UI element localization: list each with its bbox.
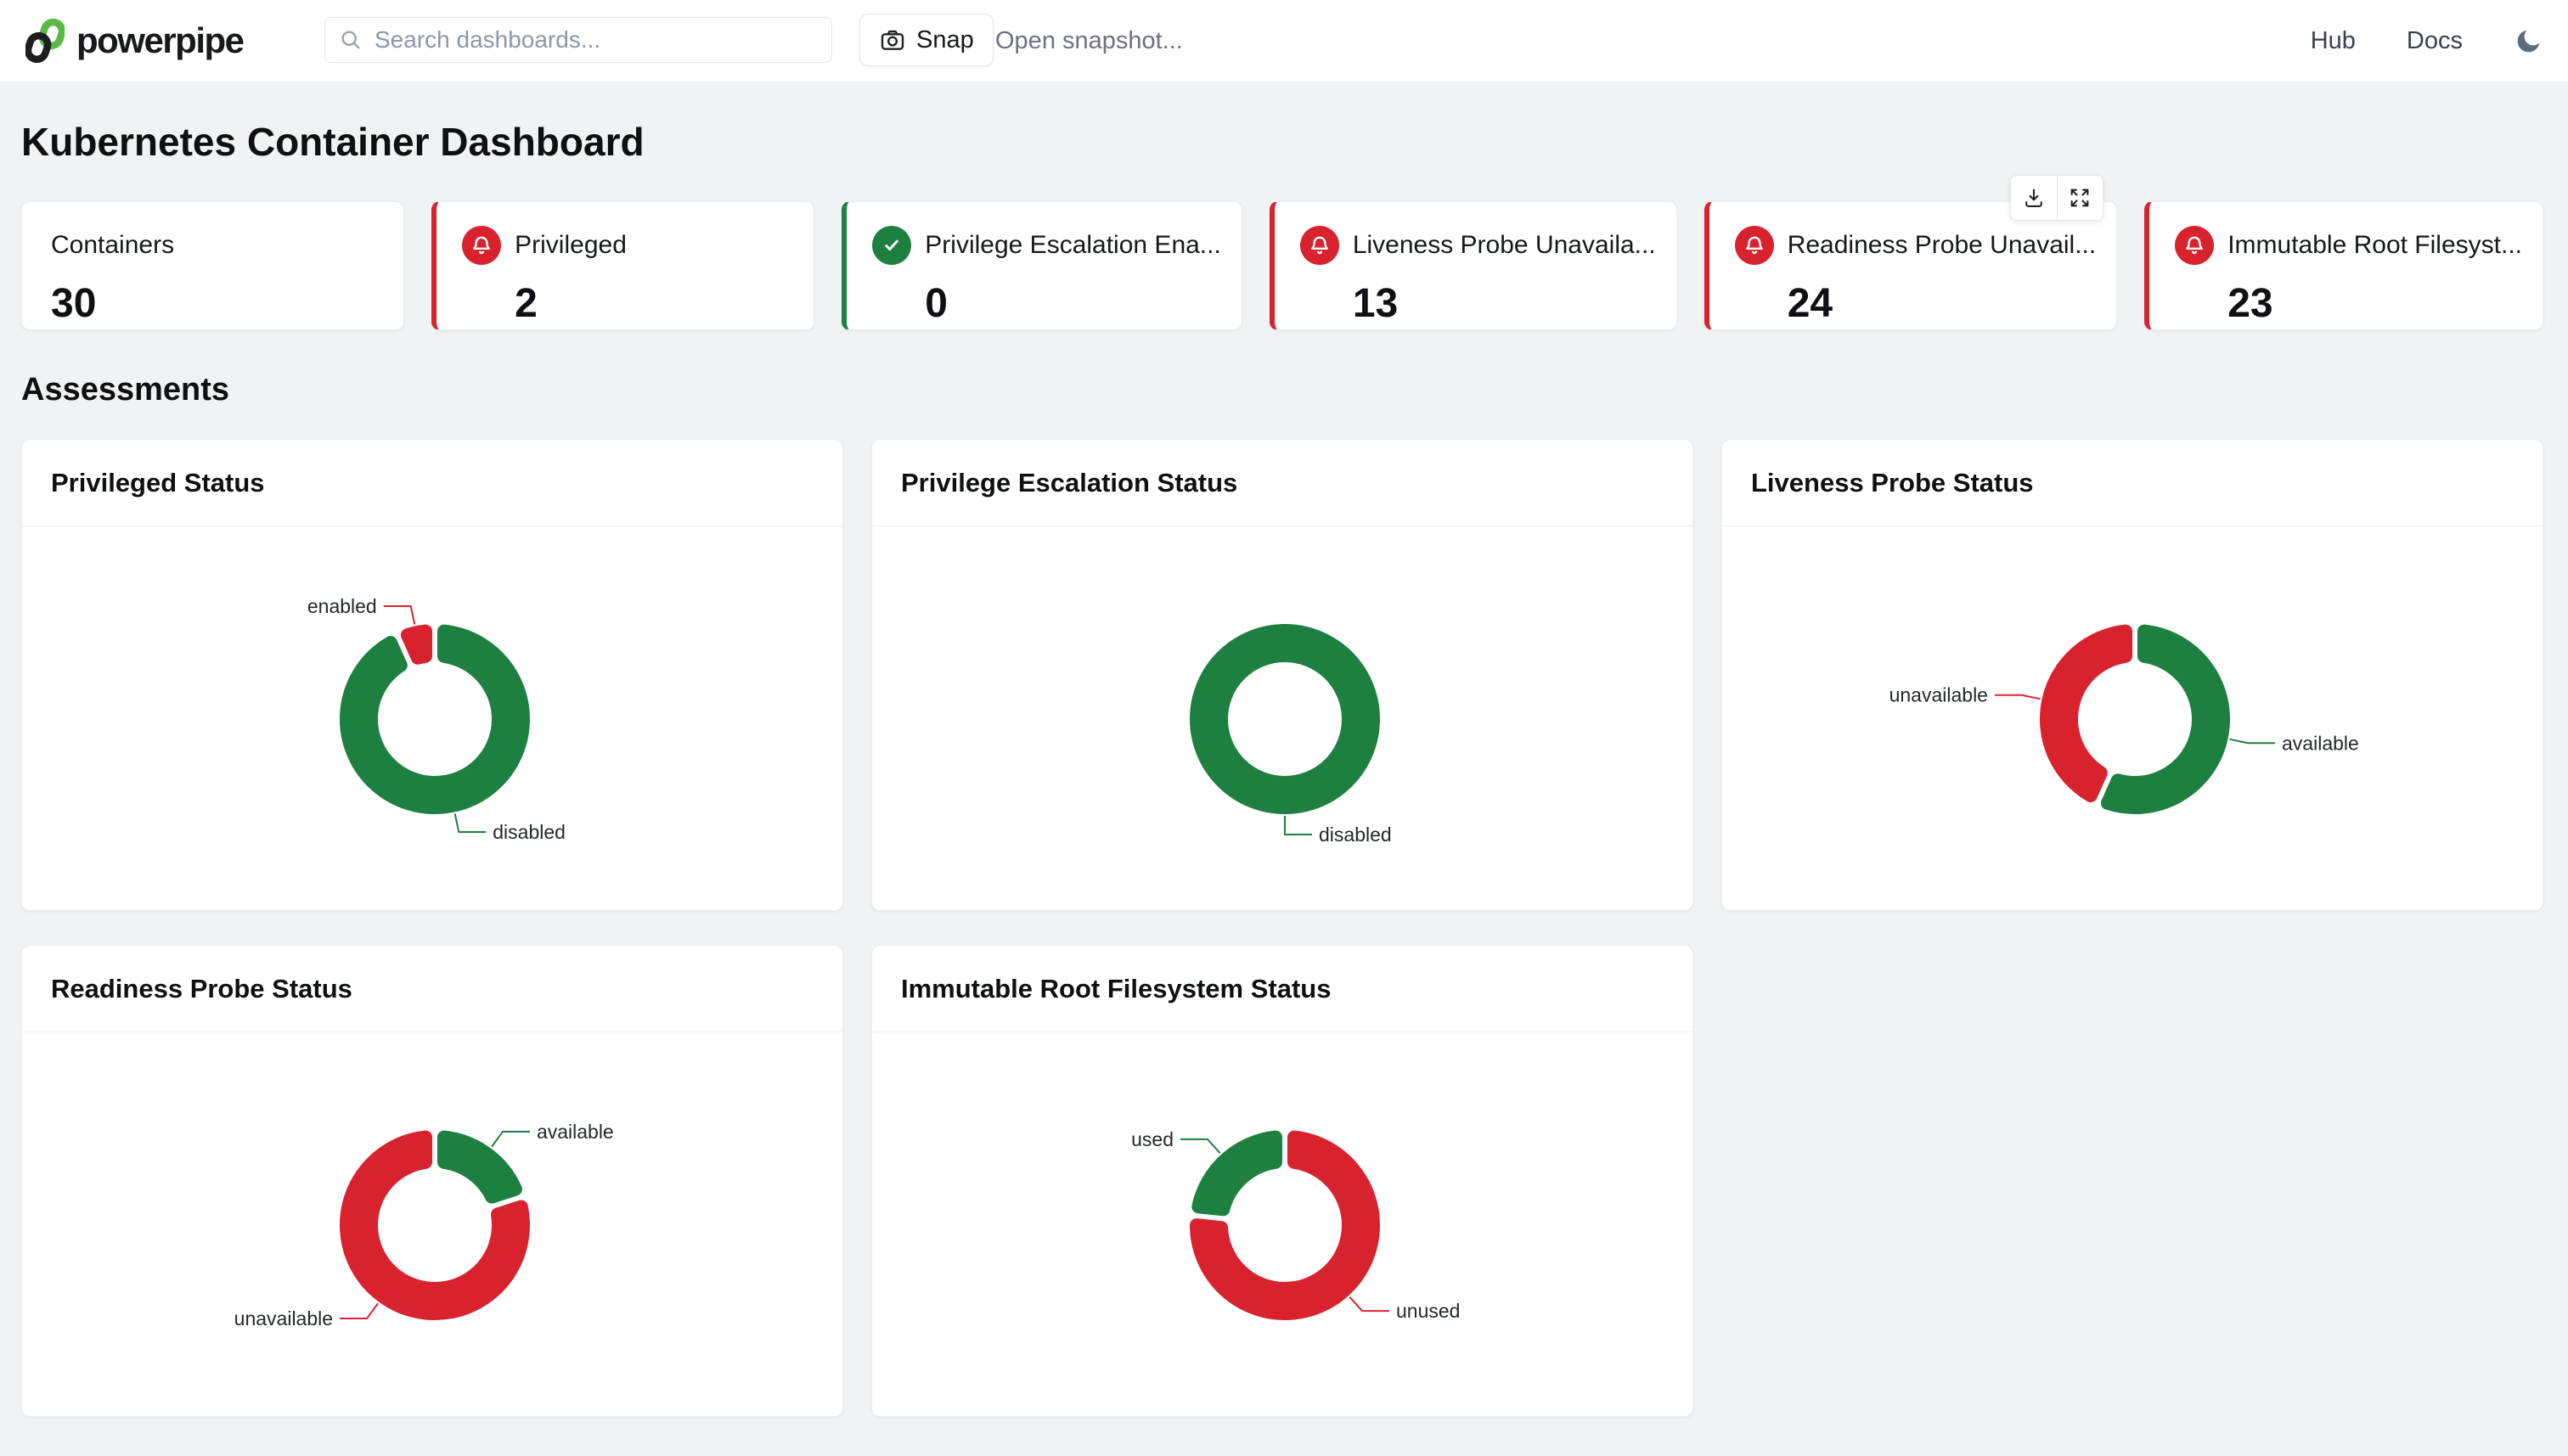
panel-action-toolbar <box>2010 175 2103 221</box>
donut-slice-label: used <box>1131 1128 1174 1150</box>
donut-chart-readiness-probe-status[interactable]: available unavailable <box>22 1032 843 1417</box>
metric-card-containers[interactable]: Containers 30 <box>21 201 405 330</box>
open-snapshot-button[interactable]: Open snapshot... <box>995 26 1183 54</box>
snap-button[interactable]: Snap <box>859 14 994 66</box>
donut-chart-liveness-probe-status[interactable]: available unavailable <box>1722 526 2543 911</box>
download-button[interactable] <box>2011 176 2057 220</box>
chart-card-privilege-escalation-status: Privilege Escalation Status disabled <box>871 439 1693 911</box>
metric-value: 0 <box>925 281 948 326</box>
chart-title: Privileged Status <box>51 467 265 498</box>
chart-title: Liveness Probe Status <box>1751 467 2034 498</box>
nav-link-docs[interactable]: Docs <box>2406 26 2463 54</box>
donut-slice-label: unavailable <box>234 1307 333 1330</box>
metric-value: 23 <box>2227 281 2273 326</box>
assessments-grid: Privileged Status disabled enabled Privil… <box>21 439 2543 1417</box>
metric-value: 2 <box>515 281 538 326</box>
alert-bell-icon <box>1734 226 1774 265</box>
expand-icon <box>2070 188 2089 207</box>
alert-bell-icon <box>462 226 502 265</box>
page-title: Kubernetes Container Dashboard <box>21 120 645 164</box>
camera-icon <box>881 30 904 50</box>
donut-slice-label: disabled <box>1319 824 1392 846</box>
top-navigation-bar: powerpipe Snap Open snapshot... Hub Docs <box>0 0 2568 82</box>
metric-card-readiness-probe[interactable]: Readiness Probe Unavail... 24 <box>1704 201 2118 330</box>
donut-slice-label: unused <box>1396 1300 1460 1322</box>
metric-label: Containers <box>51 231 175 259</box>
powerpipe-logo-icon <box>25 19 65 63</box>
chart-card-immutable-root-filesystem-status: Immutable Root Filesystem Status unused u… <box>871 945 1693 1417</box>
donut-chart-privilege-escalation-status[interactable]: disabled <box>872 526 1693 911</box>
snap-button-label: Snap <box>916 25 974 53</box>
metric-label: Immutable Root Filesyst... <box>2227 231 2522 259</box>
chart-card-privileged-status: Privileged Status disabled enabled <box>21 439 843 911</box>
chart-card-liveness-probe-status: Liveness Probe Status available unavailab… <box>1721 439 2543 911</box>
metric-value: 30 <box>51 281 97 326</box>
metric-label: Privileged <box>515 231 627 259</box>
dark-mode-toggle-moon-icon[interactable] <box>2514 25 2544 56</box>
section-title-assessments: Assessments <box>21 372 230 408</box>
donut-slice-label: available <box>537 1121 614 1143</box>
alert-bell-icon <box>2175 226 2215 265</box>
chart-title: Readiness Probe Status <box>51 973 352 1003</box>
ok-check-icon <box>872 226 912 265</box>
download-icon <box>2025 188 2042 207</box>
metric-card-liveness-probe[interactable]: Liveness Probe Unavaila... 13 <box>1269 201 1677 330</box>
chart-card-readiness-probe-status: Readiness Probe Status available unavaila… <box>21 945 843 1417</box>
alert-bell-icon <box>1299 226 1339 265</box>
donut-slice-label: enabled <box>307 595 377 617</box>
metric-card-immutable-root-fs[interactable]: Immutable Root Filesyst... 23 <box>2144 201 2543 330</box>
brand-wordmark: powerpipe <box>76 20 245 60</box>
metric-card-row: Containers 30 Privileged 2 Privilege Esc… <box>21 201 2543 330</box>
chart-title: Privilege Escalation Status <box>901 467 1238 498</box>
powerpipe-logo[interactable]: powerpipe <box>25 19 245 63</box>
search-box[interactable] <box>324 17 832 63</box>
metric-label: Readiness Probe Unavail... <box>1787 231 2097 259</box>
expand-button[interactable] <box>2056 176 2103 220</box>
nav-link-hub[interactable]: Hub <box>2310 26 2356 54</box>
search-input[interactable] <box>373 25 818 54</box>
donut-slice-label: disabled <box>493 821 566 843</box>
metric-card-privileged[interactable]: Privileged 2 <box>431 201 815 330</box>
metric-label: Privilege Escalation Ena... <box>925 231 1221 259</box>
donut-slice-label: available <box>2282 732 2359 754</box>
metric-card-privilege-escalation[interactable]: Privilege Escalation Ena... 0 <box>842 201 1242 330</box>
donut-slice-label: unavailable <box>1889 684 1988 706</box>
chart-title: Immutable Root Filesystem Status <box>901 973 1332 1003</box>
metric-label: Liveness Probe Unavaila... <box>1352 231 1656 259</box>
donut-chart-immutable-root-filesystem-status[interactable]: unused used <box>872 1032 1693 1417</box>
donut-chart-privileged-status[interactable]: disabled enabled <box>22 526 843 911</box>
metric-value: 24 <box>1787 281 1833 326</box>
metric-value: 13 <box>1352 281 1399 326</box>
search-icon <box>341 31 360 49</box>
